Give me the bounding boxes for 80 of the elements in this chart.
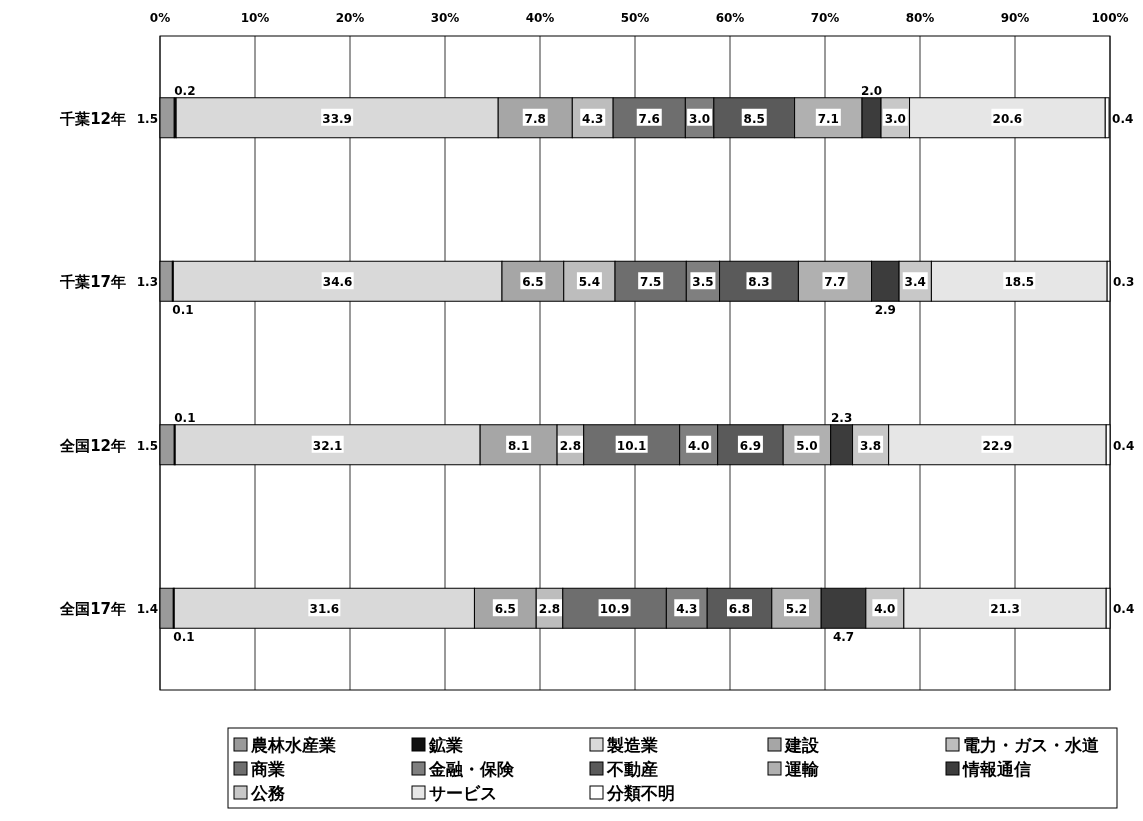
data-label: 2.8 <box>559 438 582 453</box>
data-label: 5.4 <box>578 275 601 290</box>
legend-label: 電力・ガス・水道 <box>963 735 1099 755</box>
data-label: 0.1 <box>173 630 195 645</box>
data-label: 4.3 <box>676 602 698 617</box>
data-label: 7.1 <box>817 111 839 126</box>
data-label: 7.7 <box>824 275 846 290</box>
legend-label: 農林水産業 <box>250 735 336 755</box>
x-tick-label: 50% <box>620 11 650 25</box>
data-label: 3.5 <box>692 275 714 290</box>
data-label: 31.6 <box>309 602 340 617</box>
data-label: 7.8 <box>524 111 546 126</box>
data-label: 6.5 <box>522 275 544 290</box>
x-tick-label: 0% <box>149 11 171 25</box>
x-tick-label: 20% <box>335 11 365 25</box>
data-label: 8.3 <box>748 275 770 290</box>
data-label: 4.0 <box>874 602 896 617</box>
data-label: 32.1 <box>312 438 343 453</box>
data-label: 2.0 <box>860 83 883 98</box>
data-label: 6.9 <box>739 438 762 453</box>
data-label: 34.6 <box>322 275 353 290</box>
y-tick-label: 千葉17年 <box>59 273 126 292</box>
data-label: 0.4 <box>1113 438 1135 453</box>
legend-label: 情報通信 <box>962 759 1031 779</box>
x-tick-label: 100% <box>1091 11 1129 25</box>
legend-label: 金融・保険 <box>428 759 515 779</box>
data-label: 20.6 <box>992 111 1023 126</box>
data-label: 7.5 <box>640 275 662 290</box>
legend-label: 建設 <box>783 735 820 755</box>
y-tick-label: 千葉12年 <box>59 109 126 128</box>
data-label: 4.7 <box>832 630 855 645</box>
y-tick-label: 全国12年 <box>59 436 126 455</box>
x-tick-label: 60% <box>715 11 745 25</box>
data-label: 3.0 <box>884 111 906 126</box>
data-label: 2.8 <box>538 602 561 617</box>
data-label: 8.5 <box>743 111 765 126</box>
data-label: 4.0 <box>688 438 710 453</box>
data-label: 10.9 <box>599 602 630 617</box>
data-label: 2.9 <box>874 303 896 318</box>
data-label: 1.4 <box>136 602 158 617</box>
data-label: 6.5 <box>494 602 516 617</box>
legend-label: 鉱業 <box>428 735 463 755</box>
legend-label: 分類不明 <box>606 783 675 803</box>
data-label: 6.8 <box>728 602 751 617</box>
data-label: 0.4 <box>1113 602 1135 617</box>
data-label: 4.3 <box>582 111 604 126</box>
data-label: 33.9 <box>322 111 352 126</box>
data-label: 2.3 <box>830 410 853 425</box>
data-label: 0.1 <box>172 303 194 318</box>
data-label: 0.3 <box>1113 275 1135 290</box>
data-label: 3.4 <box>904 275 926 290</box>
data-label: 1.5 <box>136 438 158 453</box>
legend-label: 運輸 <box>784 759 820 779</box>
legend-label: 不動産 <box>606 759 658 779</box>
legend-label: 商業 <box>250 759 285 779</box>
x-tick-label: 80% <box>905 11 935 25</box>
x-tick-label: 70% <box>810 11 840 25</box>
data-label: 7.6 <box>638 111 660 126</box>
data-label: 0.1 <box>174 410 196 425</box>
data-label: 1.3 <box>136 275 158 290</box>
data-label: 3.8 <box>859 438 882 453</box>
data-label: 1.5 <box>136 111 158 126</box>
legend-label: 公務 <box>250 783 285 803</box>
data-label: 18.5 <box>1004 275 1035 290</box>
legend-label: サービス <box>429 783 497 803</box>
data-label: 10.1 <box>616 438 647 453</box>
data-label: 5.0 <box>796 438 818 453</box>
data-label: 21.3 <box>990 602 1020 617</box>
y-tick-label: 全国17年 <box>59 600 126 619</box>
data-label: 22.9 <box>982 438 1013 453</box>
data-label: 0.4 <box>1112 111 1134 126</box>
data-label: 8.1 <box>507 438 530 453</box>
x-tick-label: 30% <box>430 11 460 25</box>
x-tick-label: 90% <box>1000 11 1030 25</box>
x-tick-label: 40% <box>525 11 555 25</box>
data-label: 0.2 <box>174 83 196 98</box>
data-label: 5.2 <box>785 602 808 617</box>
legend-label: 製造業 <box>606 735 658 755</box>
x-tick-label: 10% <box>240 11 270 25</box>
data-label: 3.0 <box>688 111 711 126</box>
